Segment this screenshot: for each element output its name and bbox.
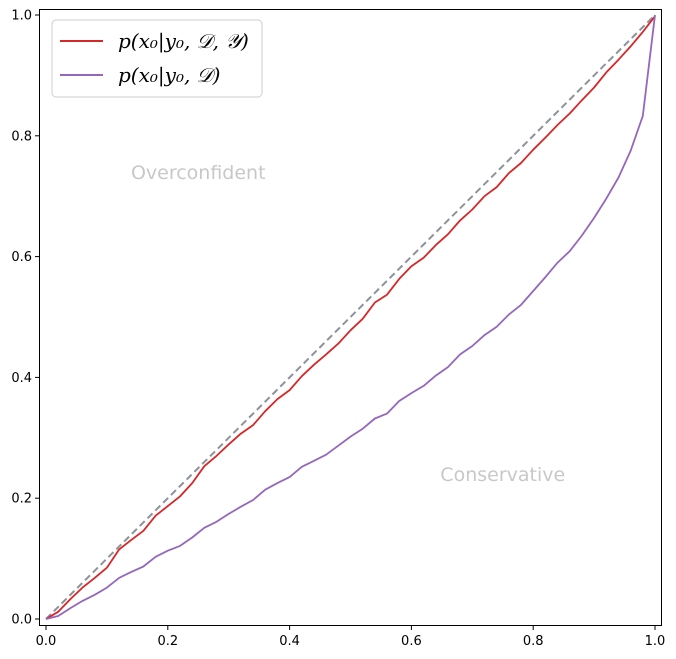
legend-label: p(x₀|y₀, 𝒟, 𝒴) [118, 29, 249, 54]
y-tick-label: 0.2 [11, 492, 32, 507]
x-tick-label: 0.6 [401, 634, 422, 649]
x-tick-label: 0.2 [157, 634, 178, 649]
y-tick-label: 0.4 [11, 371, 32, 386]
legend: p(x₀|y₀, 𝒟, 𝒴) p(x₀|y₀, 𝒟) [51, 19, 263, 98]
legend-label: p(x₀|y₀, 𝒟) [118, 63, 220, 88]
series-line-with-y [45, 15, 656, 620]
y-tick-label: 0.8 [11, 129, 32, 144]
y-tick-label: 0.0 [11, 613, 32, 628]
series-line-without-y [45, 14, 656, 620]
x-tick-label: 0.4 [279, 634, 300, 649]
annotations: Overconfident Conservative [131, 162, 565, 486]
legend-box [51, 19, 263, 98]
y-tick-label: 1.0 [11, 9, 32, 24]
axis-ticks: 0.0 0.2 0.4 0.6 0.8 1.0 0.0 0.2 0.4 0.6 0.8 1.0 [11, 9, 665, 650]
annotation-conservative: Conservative [440, 464, 565, 486]
series-lines [45, 14, 656, 620]
x-tick-label: 0.8 [523, 634, 544, 649]
plot-frame [39, 9, 662, 626]
annotation-overconfident: Overconfident [131, 162, 266, 184]
y-tick-label: 0.6 [11, 250, 32, 265]
x-tick-label: 1.0 [645, 634, 666, 649]
x-tick-label: 0.0 [36, 634, 57, 649]
